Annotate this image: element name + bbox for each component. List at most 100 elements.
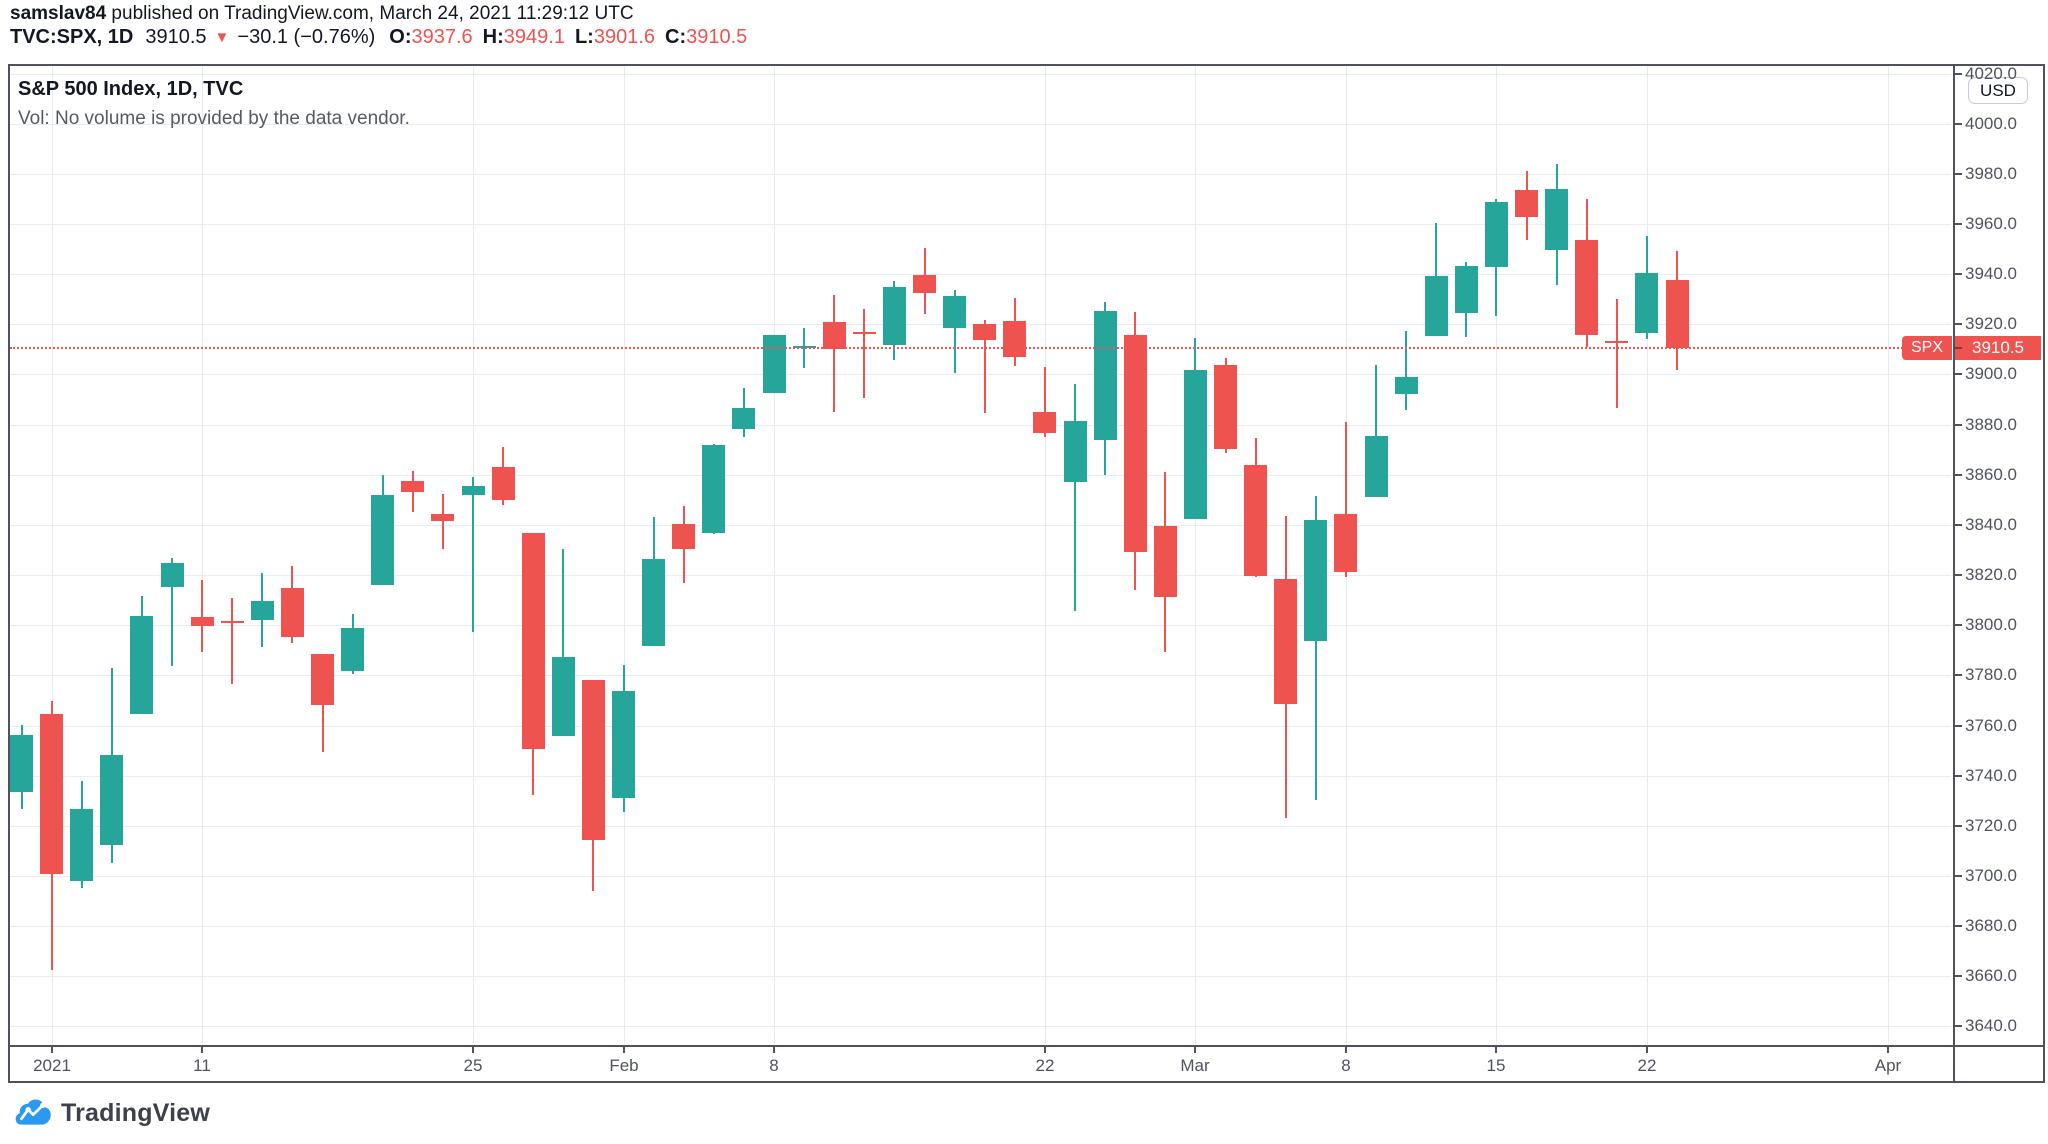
candle-body	[1395, 377, 1418, 394]
candle-body	[1425, 276, 1448, 336]
last-price-axis-value: 3910.5	[1972, 338, 2024, 357]
h-gridline	[10, 174, 1951, 175]
candle-body	[943, 296, 966, 328]
candle-body	[161, 563, 184, 587]
price-line-symbol-badge: SPX	[1902, 336, 1952, 360]
candle-body	[462, 486, 485, 495]
candle-body	[251, 601, 274, 620]
candle-body	[311, 654, 334, 705]
price-tick-mark	[1955, 975, 1962, 977]
price-axis-label: 3640.0	[1965, 1016, 2017, 1035]
candle-body	[1635, 273, 1658, 333]
price-axis[interactable]: USD 3910.5 3640.0 3660.0 3680.0 3700.0 3720.…	[1955, 64, 2043, 1044]
candle-wick	[1616, 299, 1618, 408]
price-axis-label: 3980.0	[1965, 164, 2017, 183]
candle-body	[522, 533, 545, 749]
h-gridline	[10, 224, 1951, 225]
candle-body	[371, 495, 394, 585]
candle-body	[1274, 579, 1297, 704]
v-gridline	[1045, 66, 1046, 1044]
candle-wick	[1345, 422, 1347, 577]
h-gridline	[10, 776, 1951, 777]
chart-title: S&P 500 Index, 1D, TVC	[18, 78, 244, 100]
candle-body	[1184, 370, 1207, 519]
time-axis-divider	[8, 1045, 2045, 1047]
h-gridline	[10, 675, 1951, 676]
candle-body	[823, 322, 846, 349]
candle-body	[552, 657, 575, 736]
frame-border-left	[8, 64, 10, 1083]
candle-body	[221, 621, 244, 623]
candle-body	[1244, 465, 1267, 576]
price-tick-mark	[1955, 775, 1962, 777]
candle-wick	[562, 549, 564, 736]
high-label: H:	[482, 26, 504, 48]
time-axis-label: Apr	[1874, 1056, 1902, 1075]
tradingview-logo[interactable]: TradingView	[14, 1094, 210, 1132]
candle-body	[913, 275, 936, 293]
price-axis-label: 3860.0	[1965, 465, 2017, 484]
price-tick-mark	[1955, 123, 1962, 125]
h-gridline	[10, 525, 1951, 526]
h-gridline	[10, 374, 1951, 375]
price-axis-label: 3800.0	[1965, 615, 2017, 634]
time-tick-mark	[1495, 1047, 1497, 1053]
time-tick-mark	[472, 1047, 474, 1053]
time-axis-label: 25	[463, 1056, 483, 1075]
price-axis-label: 3960.0	[1965, 214, 2017, 233]
time-axis-label: 11	[193, 1056, 211, 1075]
last-price-axis-badge: 3910.5	[1955, 336, 2041, 360]
h-gridline	[10, 575, 1951, 576]
publish-text: published on TradingView.com, March 24, …	[106, 3, 634, 24]
currency-badge[interactable]: USD	[1968, 77, 2028, 104]
time-tick-mark	[1044, 1047, 1046, 1053]
price-tick-mark	[1955, 725, 1962, 727]
candle-wick	[984, 320, 986, 413]
candle-wick	[1044, 367, 1046, 437]
v-gridline	[1888, 66, 1889, 1044]
candle-body	[702, 445, 725, 533]
price-tick-mark	[1955, 925, 1962, 927]
arrow-down-icon: ▼	[214, 29, 230, 46]
low-label: L:	[574, 26, 594, 48]
time-axis-label: Feb	[609, 1056, 639, 1075]
last-price-line	[10, 347, 1951, 349]
candle-body	[1214, 365, 1237, 449]
open-label: O:	[389, 26, 412, 48]
candle-body	[341, 628, 364, 671]
candle-body	[883, 287, 906, 345]
candle-body	[1365, 436, 1388, 497]
price-tick-mark	[1955, 424, 1962, 426]
candle-wick	[231, 598, 233, 684]
candle-body	[973, 324, 996, 340]
symbol-summary: TVC:SPX, 1D 3910.5 ▼ −30.1 (−0.76%) O: 39…	[10, 26, 757, 49]
price-axis-label: 3900.0	[1965, 364, 2017, 383]
h-gridline	[10, 475, 1951, 476]
price-axis-label: 4000.0	[1965, 114, 2017, 133]
time-axis[interactable]: 2021 11 25 Feb 8 22 Mar 8 15 22 Apr	[10, 1047, 1951, 1081]
candle-body	[672, 524, 695, 549]
frame-border-bottom	[8, 1081, 2045, 1083]
close-value: 3910.5	[686, 26, 748, 48]
candle-body	[1033, 412, 1056, 433]
candle-wick	[171, 558, 173, 666]
price-tick-mark	[1955, 624, 1962, 626]
price-tick-mark	[1955, 73, 1962, 75]
candle-body	[1545, 189, 1568, 250]
price-tick-mark	[1955, 373, 1962, 375]
price-tick-mark	[1955, 273, 1962, 275]
candle-wick	[833, 295, 835, 412]
chart-legend: S&P 500 Index, 1D, TVC Vol: No volume is…	[18, 78, 410, 130]
candle-wick	[1375, 365, 1377, 497]
price-axis-label: 3920.0	[1965, 314, 2017, 333]
v-gridline	[1195, 66, 1196, 1044]
v-gridline	[1496, 66, 1497, 1044]
v-gridline	[202, 66, 203, 1044]
candle-body	[70, 809, 93, 881]
candle-wick	[863, 309, 865, 398]
chart-plot-area[interactable]: S&P 500 Index, 1D, TVC Vol: No volume is…	[10, 66, 1951, 1044]
time-tick-mark	[201, 1047, 203, 1053]
price-tick-mark	[1955, 323, 1962, 325]
time-tick-mark	[51, 1047, 53, 1053]
